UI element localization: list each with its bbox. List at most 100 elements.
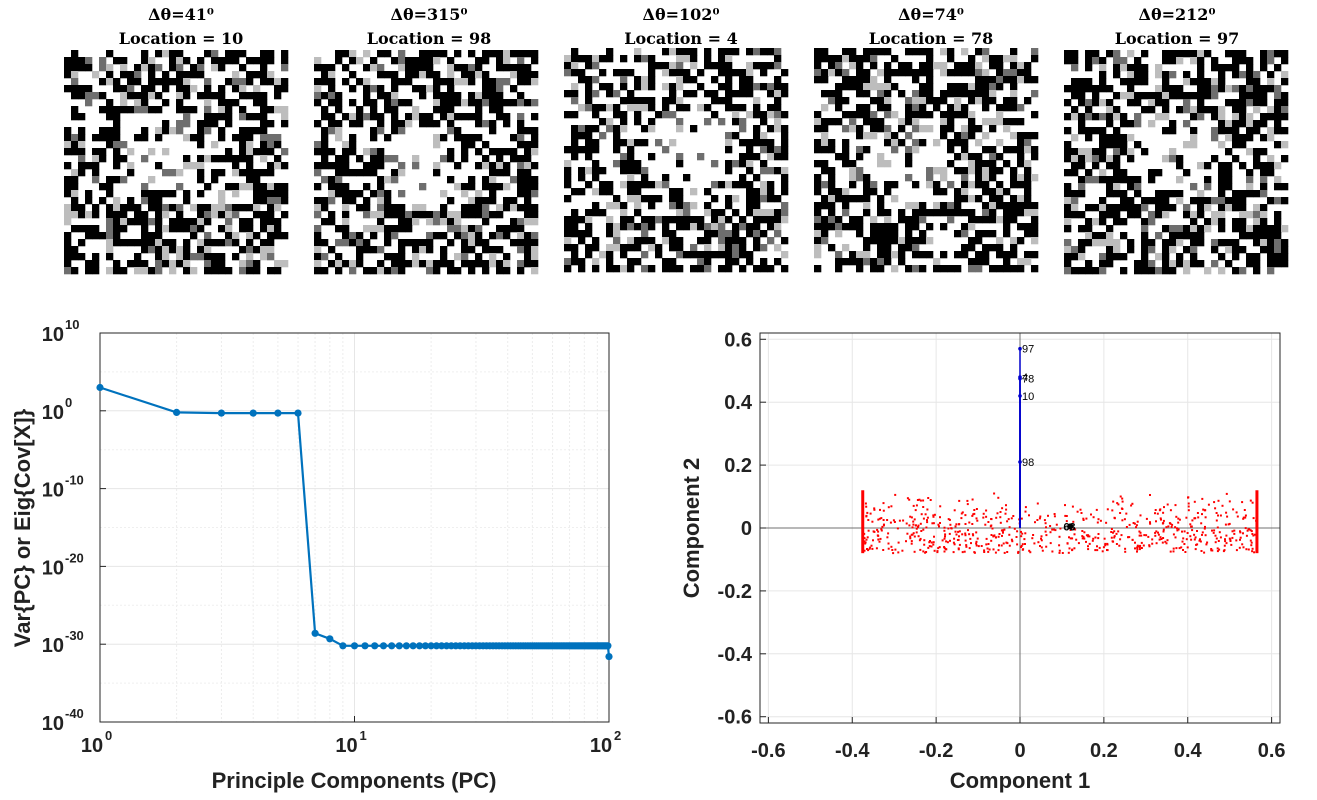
score-point — [949, 539, 951, 542]
pixel-cell — [454, 92, 462, 100]
score-point — [1162, 528, 1165, 531]
pixel-cell — [531, 183, 539, 191]
pixel-cell — [1113, 71, 1121, 79]
pixel-cell — [183, 246, 191, 254]
pixel-cell — [148, 267, 156, 275]
pixel-cell — [232, 204, 240, 212]
pixel-cell — [564, 160, 572, 168]
pixel-cell — [64, 204, 72, 212]
pixel-cell — [461, 113, 469, 121]
biplot-xtick-label: 0.4 — [1174, 740, 1203, 762]
score-point — [1066, 542, 1069, 545]
pixel-cell — [503, 99, 511, 107]
pixel-cell — [281, 211, 289, 219]
pixel-cell — [1106, 211, 1114, 219]
pixel-cell — [342, 225, 350, 233]
score-point — [1007, 518, 1010, 521]
pixel-cell — [606, 181, 614, 189]
pixel-cell — [113, 113, 121, 121]
pixel-cell — [578, 237, 586, 245]
pixel-cell — [391, 232, 399, 240]
pixel-cell — [496, 92, 504, 100]
pixel-cell — [405, 225, 413, 233]
score-point — [929, 499, 932, 501]
score-point — [947, 518, 950, 521]
pixel-cell — [482, 99, 490, 107]
pixel-cell — [669, 258, 677, 266]
pixel-cell — [398, 190, 406, 198]
score-point — [1239, 538, 1241, 541]
pixel-cell — [370, 190, 378, 198]
pixel-cell — [662, 230, 670, 238]
pixel-cell — [774, 223, 782, 231]
pixel-cell — [239, 127, 247, 135]
pixel-cell — [405, 211, 413, 219]
pixel-cell — [391, 106, 399, 114]
pixel-cell — [1120, 113, 1128, 121]
pixel-cell — [1003, 146, 1011, 154]
pixel-cell — [468, 246, 476, 254]
score-point — [1210, 548, 1213, 550]
pixel-cell — [461, 141, 469, 149]
pixel-cell — [828, 188, 836, 196]
biplot-xtick-label: -0.6 — [751, 740, 785, 762]
pixel-cell — [127, 106, 135, 114]
pixel-cell — [489, 148, 497, 156]
score-point — [1161, 541, 1164, 544]
score-point — [1132, 522, 1135, 524]
pixel-cell — [940, 48, 948, 56]
pixel-cell — [246, 183, 254, 191]
pixel-cell — [718, 244, 726, 252]
pixel-cell — [1169, 204, 1177, 212]
pixel-cell — [1148, 120, 1156, 128]
pixel-cell — [1113, 155, 1121, 163]
pixel-cell — [225, 113, 233, 121]
pixel-cell — [169, 204, 177, 212]
pixel-cell — [856, 251, 864, 259]
score-point — [1135, 524, 1138, 527]
score-point — [1244, 514, 1247, 517]
pixel-cell — [197, 57, 205, 65]
pixel-cell — [447, 239, 455, 247]
pixel-cell — [891, 195, 899, 203]
score-point — [1140, 547, 1143, 549]
pixel-cell — [475, 197, 483, 205]
pixel-cell — [454, 64, 462, 72]
pixel-cell — [1031, 90, 1039, 98]
score-point — [1037, 541, 1040, 544]
pixel-cell — [877, 209, 885, 217]
pixel-cell — [384, 225, 392, 233]
score-point — [1003, 551, 1006, 554]
pixel-cell — [1232, 246, 1240, 254]
pixel-cell — [489, 78, 497, 86]
loading-vector-tip — [1018, 460, 1022, 464]
pixel-cell — [641, 167, 649, 175]
pixel-cell — [314, 211, 322, 219]
score-point — [1071, 549, 1074, 552]
score-point — [1154, 531, 1157, 534]
pixel-cell — [1031, 251, 1039, 259]
pixel-cell — [1162, 92, 1170, 100]
pixel-cell — [814, 118, 822, 126]
pixel-cell — [1106, 134, 1114, 142]
pixel-cell — [781, 181, 789, 189]
score-point — [865, 538, 868, 541]
pixel-cell — [718, 230, 726, 238]
score-point — [1218, 548, 1221, 551]
pixel-cell — [912, 181, 920, 189]
pixel-cell — [1218, 204, 1226, 212]
pixel-cell — [655, 244, 663, 252]
pixel-cell — [620, 76, 628, 84]
scree-marker — [421, 642, 429, 650]
pixel-cell — [155, 260, 163, 268]
pixel-cell — [197, 204, 205, 212]
score-point — [932, 514, 935, 517]
pixel-cell — [863, 76, 871, 84]
pixel-cell — [975, 258, 983, 266]
pixel-cell — [246, 176, 254, 184]
pixel-cell — [475, 225, 483, 233]
pixel-cell — [524, 169, 532, 177]
pixel-cell — [884, 76, 892, 84]
score-point — [950, 527, 953, 530]
pixel-cell — [606, 202, 614, 210]
